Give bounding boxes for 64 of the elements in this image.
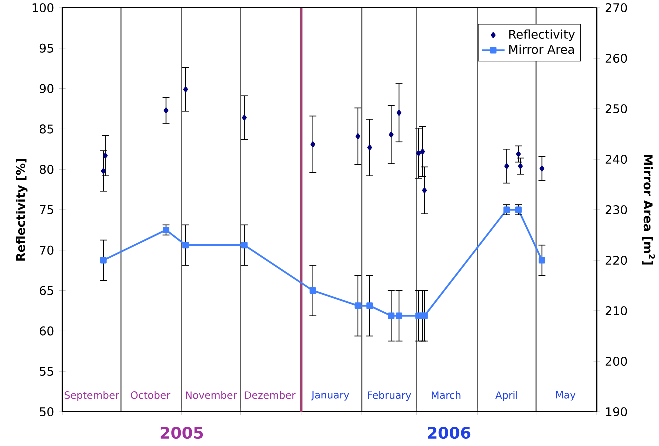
y-tick-label: 65	[40, 286, 54, 296]
text: 2005	[160, 426, 204, 440]
point	[354, 302, 362, 310]
point	[540, 166, 545, 172]
x-tick-label: May	[556, 391, 576, 401]
point	[103, 152, 108, 159]
point	[183, 86, 188, 92]
y-tick-label: 55	[40, 367, 54, 376]
point	[504, 206, 510, 214]
y-tick-label: 50	[40, 407, 54, 417]
x-tick-label: April	[496, 391, 518, 402]
y2-tick-label: 190	[606, 407, 628, 417]
legend-label: Reflectivity	[510, 30, 576, 42]
y-tick-label: 100	[32, 3, 54, 13]
point	[310, 288, 316, 294]
point	[420, 148, 426, 155]
point	[101, 168, 106, 174]
y-tick-label: 75	[40, 206, 54, 214]
point	[518, 164, 524, 170]
point	[516, 151, 522, 158]
y-tick-label: 85	[40, 124, 54, 134]
legend-label: Mirror Area	[510, 44, 574, 54]
x-tick-label: October	[131, 391, 171, 400]
point	[396, 312, 403, 320]
point	[366, 302, 374, 310]
point	[100, 257, 107, 264]
y-tick-label: 70	[40, 246, 54, 255]
point	[538, 257, 546, 264]
y2-tick-label: 260	[606, 54, 628, 64]
point	[504, 164, 510, 170]
text: 2006	[428, 426, 471, 440]
point	[368, 144, 372, 151]
y-tick-label: 60	[40, 326, 54, 336]
x-tick-label: September	[64, 391, 120, 402]
point	[163, 226, 170, 234]
x-tick-label: Dezember	[245, 391, 296, 400]
x-tick-label: January	[311, 391, 350, 401]
y2-axis-title: Mirror Area [m$^{2}$]	[642, 155, 656, 265]
y2-tick-label: 240	[606, 154, 628, 164]
x-tick-label: November	[186, 391, 238, 400]
x-tick-label: March	[432, 391, 461, 400]
y2-tick-label: 230	[606, 205, 628, 215]
point	[515, 206, 522, 214]
point	[422, 188, 428, 194]
y-axis-title: Reflectivity [%]	[16, 159, 28, 261]
point	[164, 108, 169, 114]
y2-tick-label: 200	[606, 356, 628, 366]
point	[310, 142, 316, 148]
point	[242, 115, 247, 121]
y-tick-label: 80	[40, 165, 54, 174]
point	[396, 110, 402, 116]
y-tick-label: 90	[40, 84, 54, 94]
point	[182, 242, 190, 249]
y-tick-label: 95	[40, 44, 54, 53]
point	[416, 150, 422, 156]
point	[389, 132, 394, 138]
point	[388, 312, 395, 320]
y2-tick-label: 270	[606, 3, 628, 13]
y2-tick-label: 210	[606, 306, 628, 316]
y2-tick-label: 220	[606, 256, 628, 266]
y2-tick-label: 250	[606, 104, 628, 114]
x-tick-label: February	[368, 391, 412, 402]
point	[356, 134, 361, 140]
point	[241, 242, 248, 249]
